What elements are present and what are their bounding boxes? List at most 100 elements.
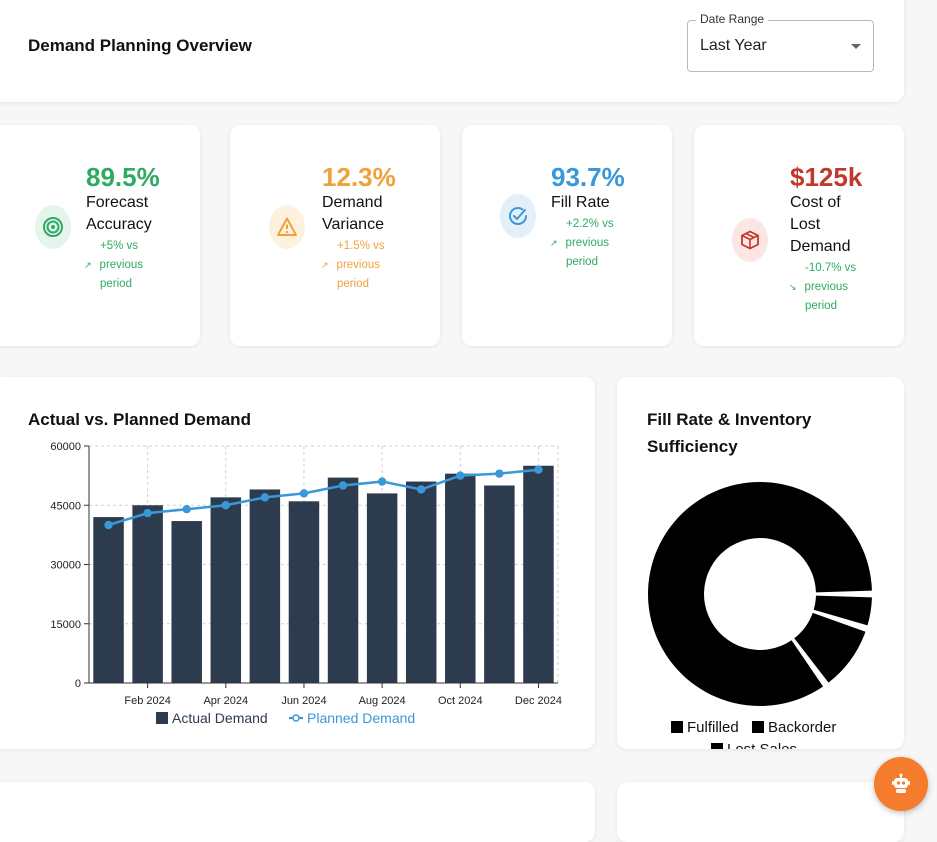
kpi-change-period: previous (336, 259, 381, 271)
fill-rate-donut-chart: Fulfilled Backorder Lost Sales (648, 482, 872, 749)
planned-demand-point (104, 520, 113, 530)
kpi-change-period-end: period (566, 256, 598, 268)
y-tick-label: 15000 (50, 619, 81, 631)
y-tick-label: 60000 (50, 441, 81, 453)
donut-slice-backorder (813, 595, 872, 626)
planned-demand-point (260, 493, 270, 502)
planned-demand-point (182, 505, 191, 514)
x-tick-label: Jun 2024 (281, 695, 326, 707)
page-title: Demand Planning Overview (28, 36, 252, 55)
kpi-change-period: previous (99, 259, 144, 271)
donut-slice-lost-sales (794, 612, 866, 683)
trend-up-icon: ↗ (84, 260, 92, 270)
kpi-change-period-end: period (100, 278, 132, 290)
kpi-value: 93.7% (551, 162, 625, 192)
bar (132, 505, 163, 683)
y-tick-label: 45000 (50, 500, 81, 512)
date-range-select[interactable]: Date Range Last Year (687, 12, 874, 72)
kpi-change-value: +5% vs (100, 240, 139, 252)
legend-label-actual: Actual Demand (172, 710, 268, 726)
planned-demand-point (143, 508, 152, 518)
bar (171, 521, 202, 683)
bar (523, 465, 554, 683)
legend-label-backorder: Backorder (768, 719, 836, 736)
bottom-card (0, 782, 595, 842)
legend-swatch-backorder (752, 721, 764, 733)
kpi-change-period: previous (565, 237, 610, 249)
bar (93, 517, 124, 683)
kpi-value: 12.3% (322, 162, 396, 192)
bar (210, 497, 242, 683)
kpi-label: Fill Rate (551, 194, 610, 211)
kpi-label: Forecast Accuracy (86, 194, 152, 233)
chart-title: Fill Rate & Inventory Sufficiency (647, 410, 812, 456)
demand-chart-card: Actual vs. Planned Demand 0 15000 30000 450… (0, 377, 595, 749)
planned-demand-point (377, 477, 387, 486)
trend-up-icon: ↗ (321, 260, 329, 270)
x-tick-label: Apr 2024 (203, 695, 248, 707)
package-icon (732, 218, 768, 262)
bar (327, 477, 359, 683)
legend-label-fulfilled: Fulfilled (687, 719, 739, 736)
assistant-button[interactable] (874, 757, 928, 811)
date-range-label: Date Range (696, 12, 769, 26)
x-tick-label: Dec 2024 (515, 695, 562, 707)
robot-icon (892, 773, 910, 793)
y-tick-label: 30000 (50, 560, 81, 572)
kpi-change-period-end: period (805, 300, 837, 312)
kpi-change-value: +2.2% vs (566, 218, 614, 230)
legend-swatch-fulfilled (671, 721, 683, 733)
header-card: Demand Planning Overview Date Range Last… (0, 0, 904, 102)
kpi-change: +2.2% vs ↗ previous period (550, 215, 640, 272)
kpi-label: Demand Variance (322, 194, 384, 233)
kpi-change-value: -10.7% vs (805, 262, 857, 274)
bar (249, 489, 281, 683)
bar (366, 493, 398, 683)
date-range-value: Last Year (700, 37, 767, 54)
bottom-card (617, 782, 904, 842)
x-tick-label: Aug 2024 (359, 695, 406, 707)
y-tick-label: 0 (75, 678, 81, 690)
chart-title: Actual vs. Planned Demand (28, 410, 251, 429)
planned-demand-point (338, 481, 348, 490)
chevron-down-icon[interactable] (851, 44, 861, 49)
check-circle-icon (500, 194, 536, 238)
planned-demand-point (495, 469, 504, 478)
donut-slice-fulfilled (648, 482, 872, 706)
legend-label-lost-sales: Lost Sales (727, 741, 797, 749)
planned-demand-line (108, 468, 539, 527)
kpi-card-demand-variance: 12.3% Demand Variance +1.5% vs ↗ previous… (230, 125, 440, 346)
planned-demand-point (299, 489, 309, 498)
kpi-change-value: +1.5% vs (337, 240, 385, 252)
kpi-change: +5% vs ↗ previous period (84, 237, 174, 294)
kpi-value: $125k (790, 162, 863, 192)
trend-up-icon: ↗ (550, 238, 558, 248)
legend-swatch-actual (156, 712, 168, 724)
target-icon (35, 205, 71, 249)
bar (484, 485, 515, 683)
demand-chart: 0 15000 30000 45000 60000 Feb 2024 Apr 2024 Jun… (50, 441, 562, 726)
kpi-card-forecast-accuracy: 89.5% Forecast Accuracy +5% vs ↗ previous… (0, 125, 200, 346)
bar (405, 481, 437, 683)
planned-demand-point (221, 501, 230, 510)
legend-swatch-lost-sales (711, 743, 723, 749)
legend-label-planned: Planned Demand (307, 710, 415, 726)
legend-swatch-planned-point (292, 714, 300, 722)
planned-demand-point (456, 471, 465, 480)
kpi-label: Cost of Lost Demand (790, 194, 851, 255)
trend-down-icon: ↘ (789, 282, 797, 292)
planned-demand-point (534, 465, 543, 474)
bar (445, 473, 476, 683)
planned-demand-point (417, 485, 426, 494)
bar (288, 501, 320, 683)
kpi-change-period: previous (804, 281, 849, 293)
kpi-card-fill-rate: 93.7% Fill Rate +2.2% vs ↗ previous perio… (462, 125, 672, 346)
kpi-change: +1.5% vs ↗ previous period (321, 237, 411, 294)
fill-rate-card: Fill Rate & Inventory Sufficiency Fulfil… (617, 377, 904, 749)
warning-icon (269, 205, 305, 249)
kpi-change-period-end: period (337, 278, 369, 290)
kpi-change: -10.7% vs ↘ previous period (789, 259, 879, 316)
kpi-card-cost-of-lost-demand: $125k Cost of Lost Demand -10.7% vs ↘ pre… (694, 125, 904, 346)
x-tick-label: Oct 2024 (438, 695, 483, 707)
kpi-value: 89.5% (86, 162, 160, 192)
